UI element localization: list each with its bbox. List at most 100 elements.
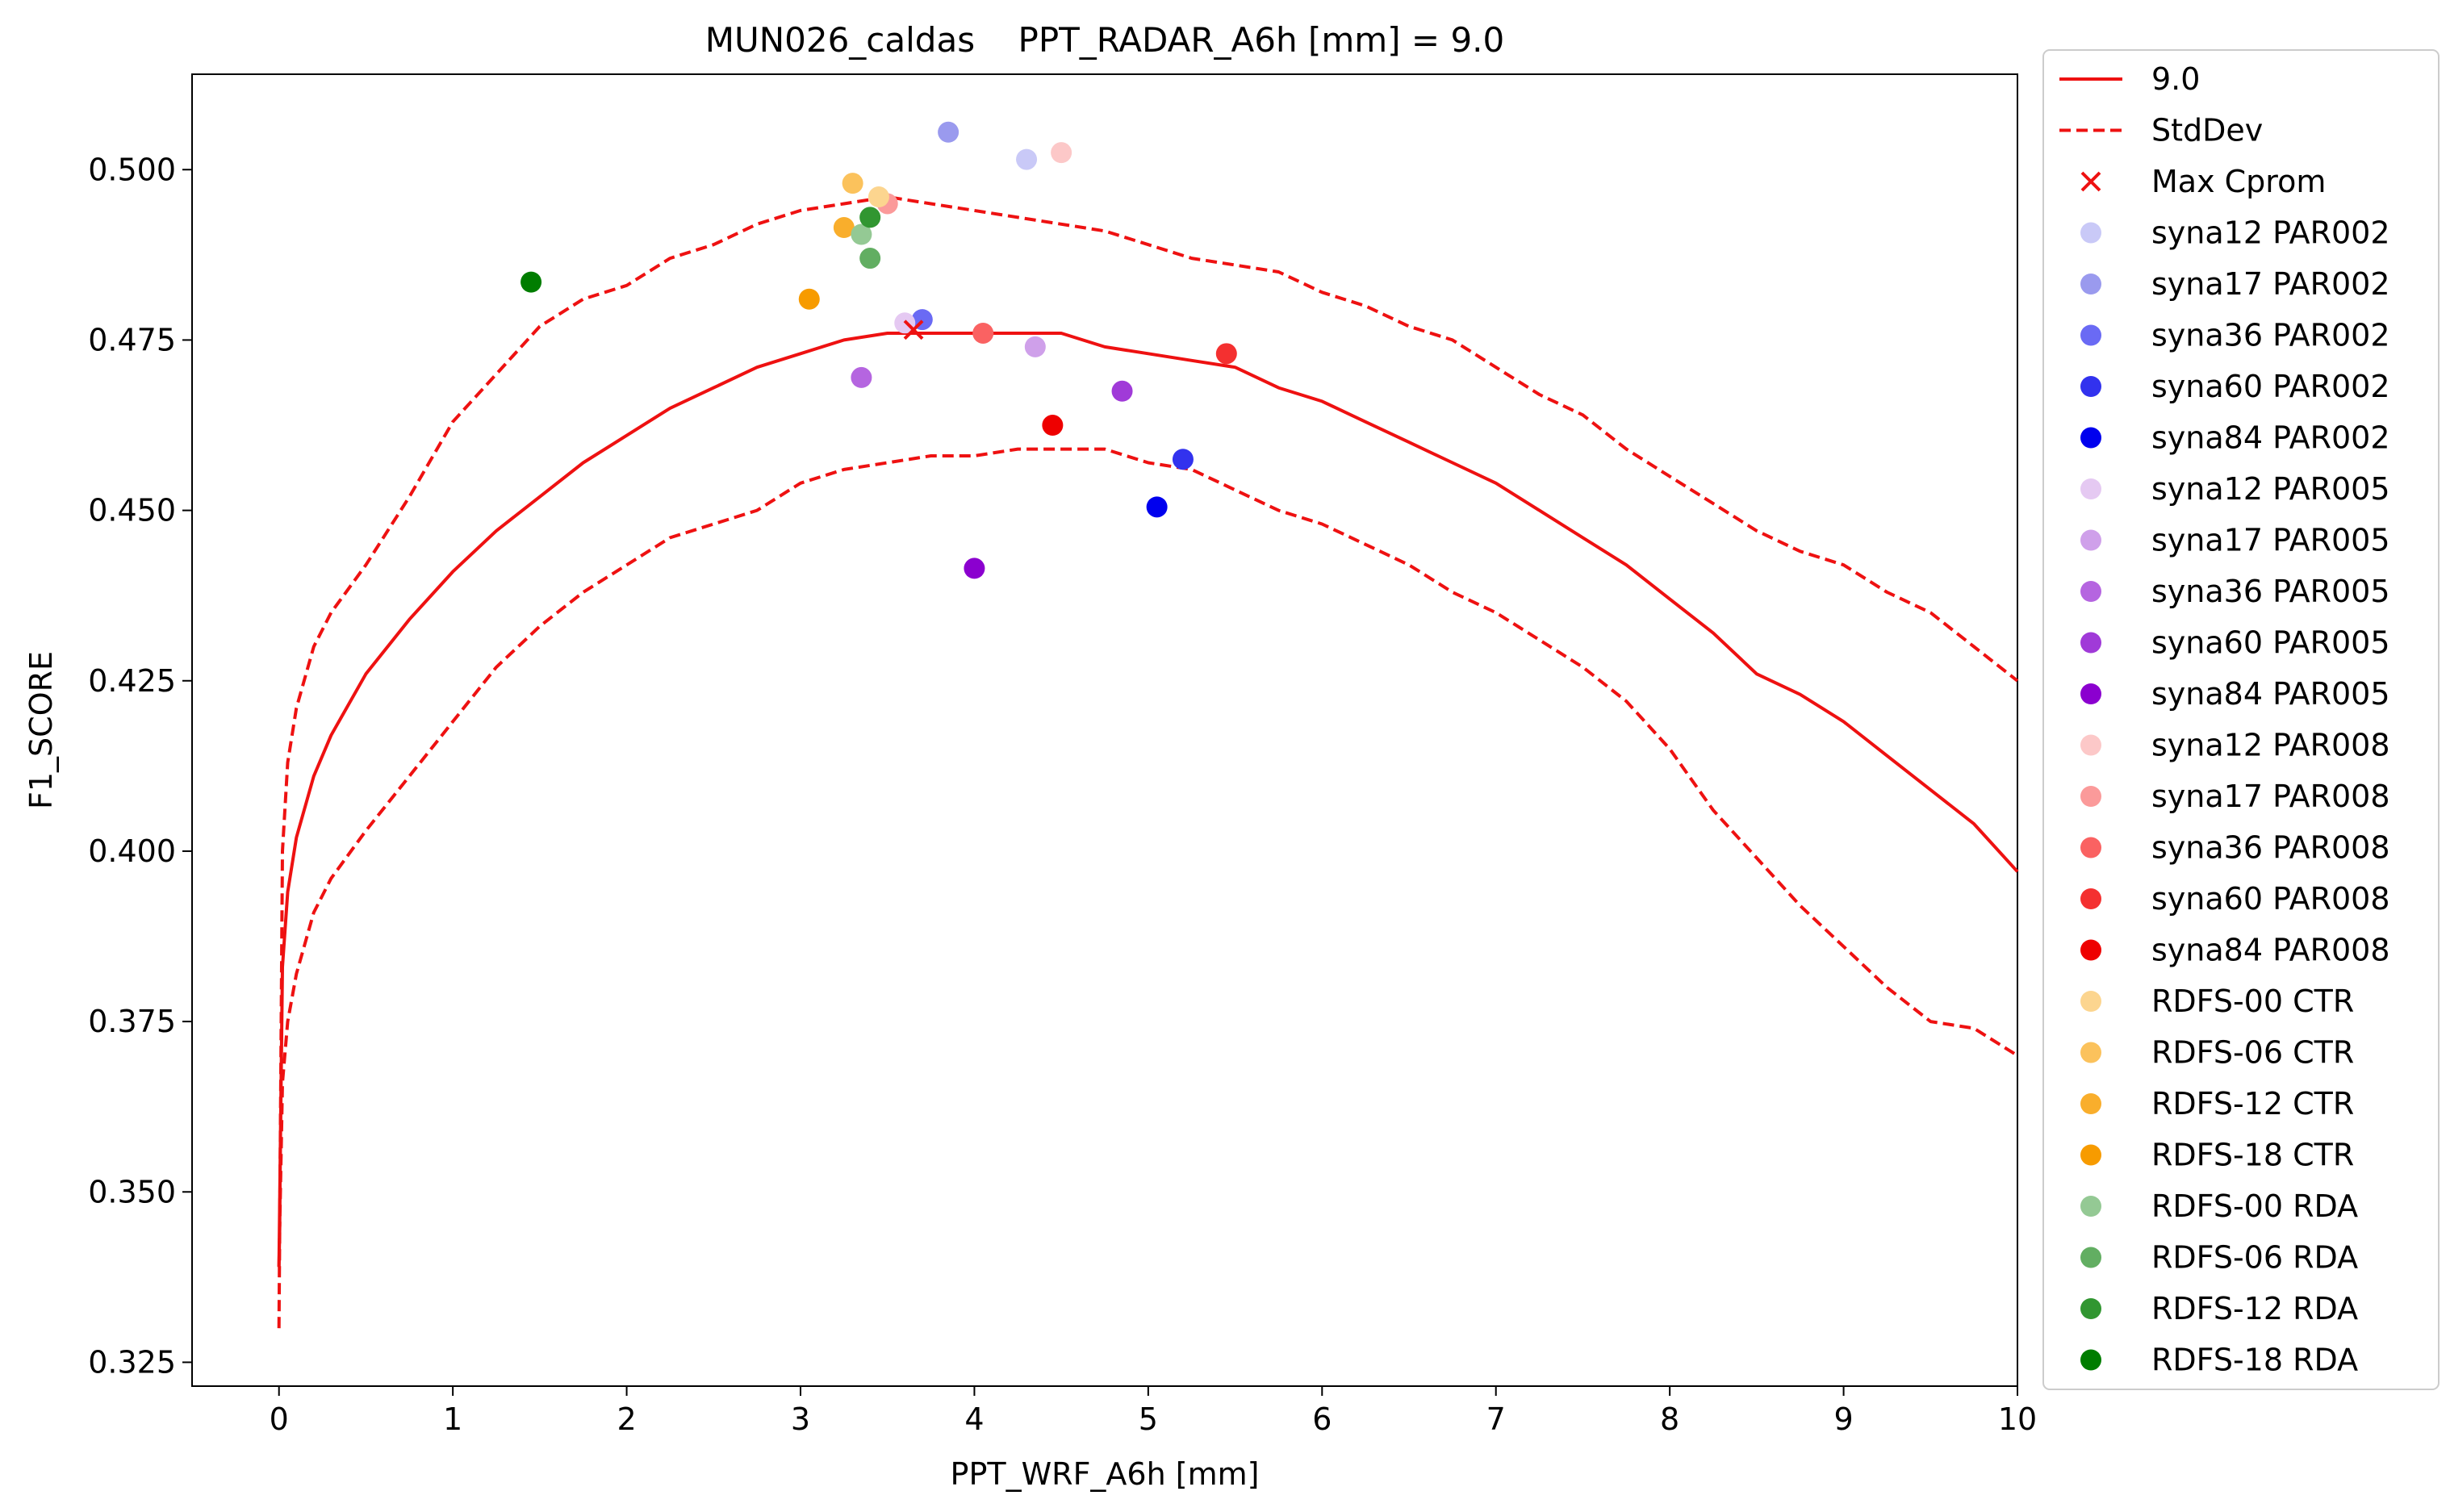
legend-swatch-dot xyxy=(2080,1247,2101,1268)
x-axis-label: PPT_WRF_A6h [mm] xyxy=(951,1456,1260,1492)
legend-label: syna12 PAR002 xyxy=(2151,215,2390,251)
x-tick-label: 9 xyxy=(1833,1401,1853,1437)
plot-area xyxy=(191,73,2019,1387)
scatter-point xyxy=(938,121,960,143)
legend-label: RDFS-12 CTR xyxy=(2151,1086,2354,1121)
legend-swatch-dot xyxy=(2080,786,2101,807)
legend-label: Max Cprom xyxy=(2151,164,2326,199)
scatter-point xyxy=(1024,336,1046,357)
y-tick-label: 0.325 xyxy=(88,1344,176,1380)
legend-swatch-dot xyxy=(2080,734,2101,756)
scatter-point xyxy=(1111,380,1133,402)
legend-label: syna84 PAR008 xyxy=(2151,933,2390,968)
max-cprom-marker xyxy=(903,320,924,340)
y-tick-label: 0.425 xyxy=(88,663,176,699)
legend-label: StdDev xyxy=(2151,113,2263,148)
x-tick-label: 5 xyxy=(1139,1401,1158,1437)
legend-swatch-dot xyxy=(2080,888,2101,909)
legend-swatch-dot xyxy=(2080,222,2101,244)
legend-label: RDFS-12 RDA xyxy=(2151,1291,2358,1326)
x-tick-label: 2 xyxy=(617,1401,636,1437)
scatter-point xyxy=(1051,142,1072,164)
legend-swatch-dot xyxy=(2080,1093,2101,1114)
chart-title: MUN026_caldas PPT_RADAR_A6h [mm] = 9.0 xyxy=(705,20,1505,60)
legend-label: RDFS-00 RDA xyxy=(2151,1188,2358,1224)
legend-label: syna36 PAR002 xyxy=(2151,318,2390,353)
legend-label: syna17 PAR005 xyxy=(2151,523,2390,558)
x-tick-label: 1 xyxy=(443,1401,462,1437)
scatter-point xyxy=(1042,415,1064,436)
legend-swatch-dot xyxy=(2080,1042,2101,1063)
legend-label: RDFS-06 CTR xyxy=(2151,1035,2354,1071)
legend-label: syna60 PAR005 xyxy=(2151,625,2390,661)
legend-swatch-dot xyxy=(2080,1144,2101,1166)
x-tick-label: 3 xyxy=(791,1401,810,1437)
legend-swatch-dot xyxy=(2080,324,2101,346)
legend-label: syna60 PAR008 xyxy=(2151,881,2390,917)
legend-swatch-dot xyxy=(2080,376,2101,397)
legend-swatch-dot xyxy=(2080,1196,2101,1217)
x-tick-label: 10 xyxy=(1998,1401,2037,1437)
scatter-point xyxy=(521,271,542,293)
legend-label: syna12 PAR005 xyxy=(2151,471,2390,507)
x-tick-label: 6 xyxy=(1312,1401,1332,1437)
legend-label: syna84 PAR002 xyxy=(2151,420,2390,456)
y-tick-label: 0.500 xyxy=(88,152,176,187)
legend-label: syna36 PAR008 xyxy=(2151,830,2390,866)
legend-label: syna17 PAR002 xyxy=(2151,266,2390,302)
legend-swatch-dot xyxy=(2080,529,2101,551)
x-axis-ticks: 0 1 2 3 4 5 6 7 8 9 10 xyxy=(270,1386,2037,1437)
legend-swatch-dot xyxy=(2080,478,2101,499)
scatter-point xyxy=(842,173,863,194)
scatter-point xyxy=(964,558,985,579)
y-axis-label: F1_SCORE xyxy=(23,651,59,809)
legend-swatch-dot xyxy=(2080,1349,2101,1371)
plot-frame xyxy=(191,73,2018,1387)
y-tick-label: 0.475 xyxy=(88,322,176,357)
scatter-point xyxy=(1146,496,1168,518)
legend-label: syna36 PAR005 xyxy=(2151,574,2390,609)
max-marker xyxy=(903,320,924,340)
legend-swatch-dot xyxy=(2080,581,2101,602)
legend-label: RDFS-00 CTR xyxy=(2151,984,2354,1019)
scatter-point xyxy=(1215,343,1237,365)
x-tick-label: 0 xyxy=(270,1401,289,1437)
scatter-point xyxy=(1016,148,1038,170)
legend-label: syna84 PAR005 xyxy=(2151,676,2390,712)
y-axis-ticks: 0.325 0.350 0.375 0.400 0.425 0.450 0.475 0.500 xyxy=(88,152,192,1380)
scatter-point xyxy=(851,366,872,388)
legend-swatch-dot xyxy=(2080,632,2101,654)
y-tick-label: 0.375 xyxy=(88,1004,176,1039)
legend-swatch-dot xyxy=(2080,991,2101,1012)
scatter-points xyxy=(521,121,1237,579)
scatter-point xyxy=(859,248,881,269)
scatter-point xyxy=(833,217,855,239)
scatter-point xyxy=(972,322,994,344)
y-tick-label: 0.450 xyxy=(88,493,176,528)
legend: 9.0 StdDev Max Cprom syna12 PAR002 syna17 PA… xyxy=(2042,49,2440,1390)
legend-box xyxy=(2042,49,2440,1390)
legend-swatch-dot xyxy=(2080,274,2101,294)
scatter-point xyxy=(1172,449,1194,470)
y-tick-label: 0.400 xyxy=(88,833,176,869)
legend-swatch-x xyxy=(2080,171,2101,192)
legend-swatch-dot xyxy=(2080,683,2101,704)
mean-curve xyxy=(277,332,2019,1268)
legend-label: RDFS-18 RDA xyxy=(2151,1343,2358,1378)
y-tick-label: 0.350 xyxy=(88,1174,176,1209)
stddev-curve xyxy=(277,195,2019,1329)
scatter-point xyxy=(851,223,872,245)
stddev-curve xyxy=(277,447,2019,1268)
scatter-point xyxy=(798,288,820,310)
scatter-point xyxy=(868,186,889,208)
legend-label: syna17 PAR008 xyxy=(2151,779,2390,814)
x-tick-label: 7 xyxy=(1486,1401,1506,1437)
curves xyxy=(277,195,2019,1329)
x-tick-label: 8 xyxy=(1660,1401,1679,1437)
legend-label: syna60 PAR002 xyxy=(2151,369,2390,404)
legend-label: RDFS-06 RDA xyxy=(2151,1240,2358,1276)
scatter-point xyxy=(859,207,881,228)
legend-swatch-dot xyxy=(2080,939,2101,961)
